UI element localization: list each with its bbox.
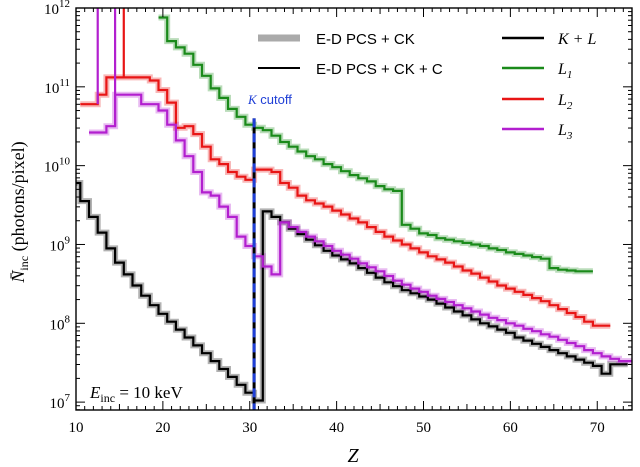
- legend-label-kl: K + L: [557, 31, 596, 48]
- legend-label-ckc: E-D PCS + CK + C: [316, 61, 443, 78]
- series-group: [76, 8, 632, 410]
- series-line-l3: [89, 93, 632, 363]
- legend-label-l1: L1: [557, 61, 572, 81]
- y-axis-label: N̄inc (photons/pixel): [8, 141, 31, 283]
- x-tick-label: 30: [242, 420, 257, 436]
- y-tick-label: 1011: [44, 77, 70, 97]
- series-line-l2: [80, 76, 611, 327]
- legend-label-ck: E-D PCS + CK: [316, 31, 415, 48]
- y-tick-label: 107: [50, 392, 71, 412]
- x-tick-label: 50: [416, 420, 431, 436]
- legend-label-l2: L2: [557, 92, 573, 112]
- y-tick-label: 1012: [44, 0, 70, 18]
- y-tick-label: 109: [50, 234, 71, 254]
- y-tick-label: 108: [50, 313, 71, 333]
- x-tick-label: 10: [69, 420, 84, 436]
- x-tick-label: 70: [590, 420, 605, 436]
- legend-label-l3: L3: [557, 122, 573, 142]
- x-tick-label: 40: [329, 420, 344, 436]
- legend: E-D PCS + CK E-D PCS + CK + C K + L L1 L…: [258, 31, 596, 142]
- plot-area: 10 20 30 40 50 60 70 107 108 109 1010 1011 1012: [44, 0, 633, 436]
- x-axis-label: Z: [347, 445, 359, 467]
- series-ck-l2: [80, 74, 611, 329]
- energy-label: Einc = 10 keV: [89, 383, 183, 405]
- x-tick-label: 20: [155, 420, 170, 436]
- y-tick-label: 1010: [44, 156, 71, 176]
- x-tick-label: 60: [503, 420, 518, 436]
- cutoff-annotation: K cutoff: [247, 92, 292, 107]
- series-line-l1: [158, 16, 593, 273]
